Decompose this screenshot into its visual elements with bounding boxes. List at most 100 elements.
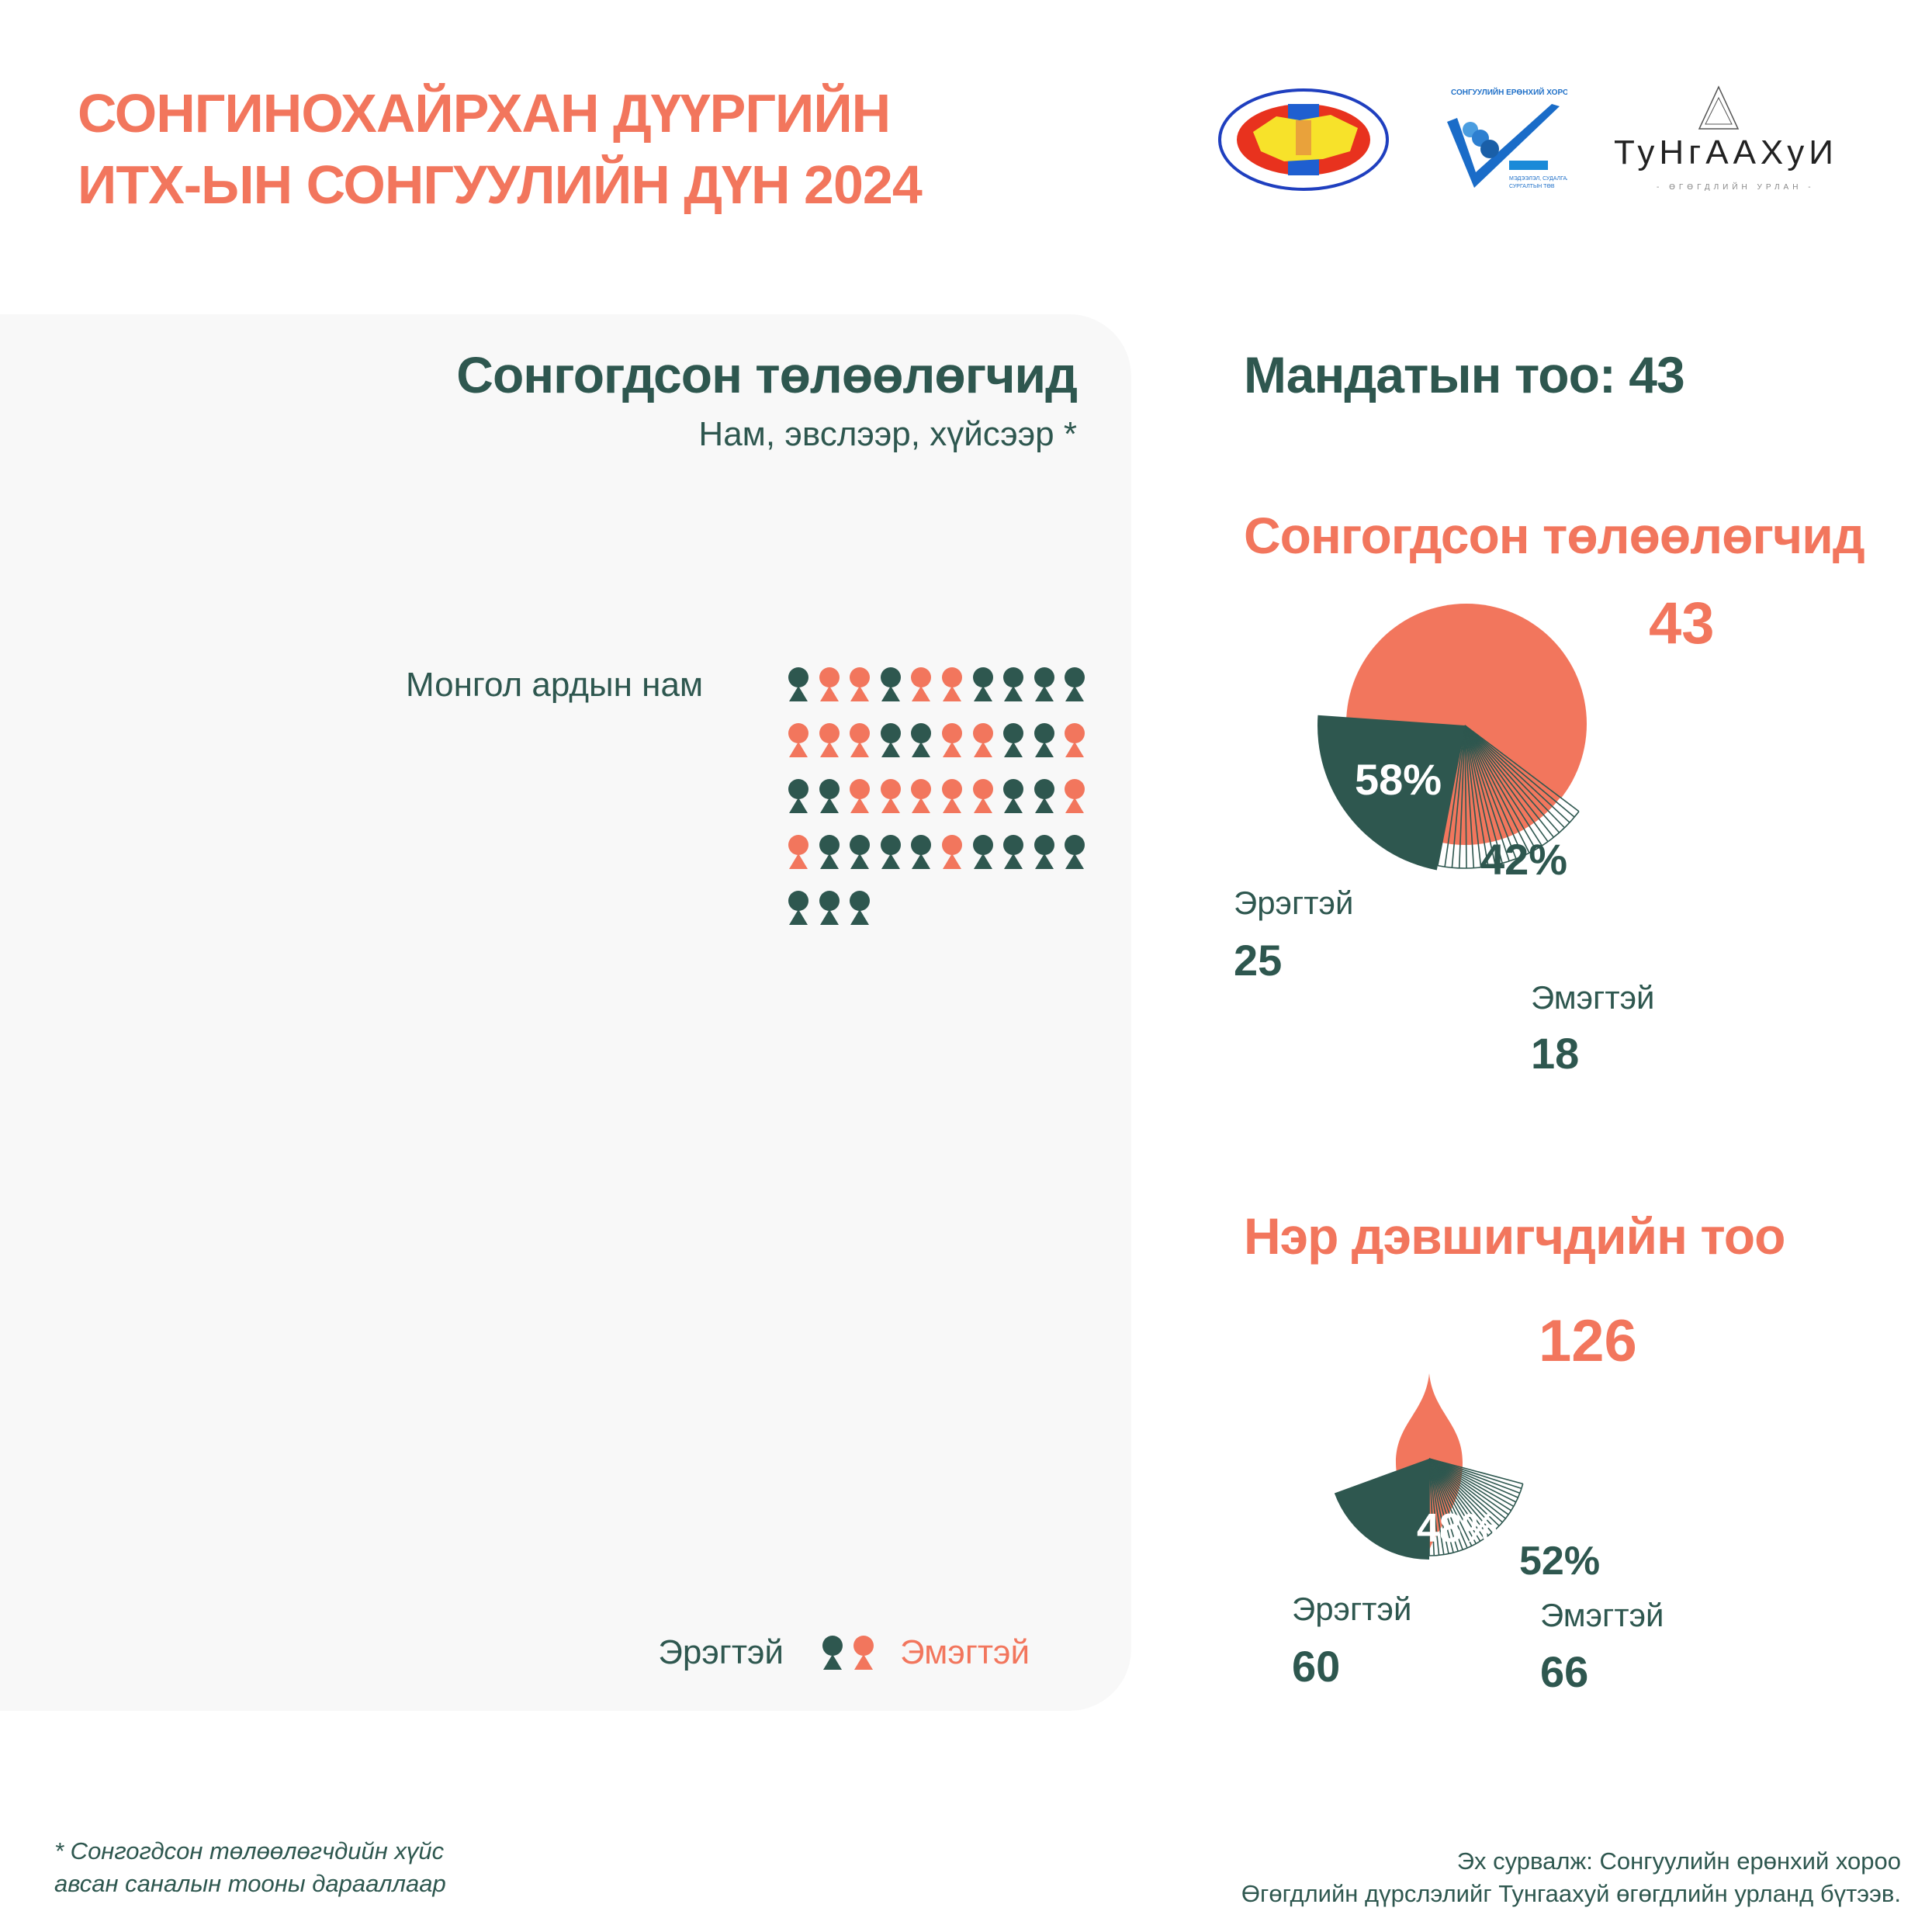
female-person-icon [850, 723, 871, 757]
elected-representatives-panel [0, 314, 1131, 1711]
female-person-icon [1065, 723, 1085, 757]
female-person-icon [942, 779, 962, 813]
female-person-icon [788, 835, 808, 869]
female-slice-hatch-line [1451, 725, 1466, 868]
female-slice-hatch-line [1428, 1458, 1512, 1511]
female-slice-hatch-line [1464, 725, 1517, 860]
male-person-icon [1034, 723, 1054, 757]
female-person-icon [911, 667, 932, 701]
male-person-icon [972, 667, 993, 701]
source-line-2: Өгөгдлийн дүрслэлийг Тунгаахуй өгөгдлийн… [1241, 1880, 1901, 1907]
svg-text:СУРГАЛТЫН ТӨВ: СУРГАЛТЫН ТӨВ [1509, 184, 1555, 189]
mandate-count: Мандатын тоо: 43 [1244, 346, 1685, 403]
female-slice-hatch-line [1464, 725, 1475, 868]
legend-male-label: Эрэгтэй [658, 1633, 784, 1671]
male-person-icon [1065, 835, 1085, 869]
female-slice-hatch-line [1428, 1458, 1509, 1515]
title-line-2: ИТХ-ЫН СОНГУУЛИЙН ДҮН 2024 [78, 154, 923, 215]
female-slice-hatch-line [1428, 1458, 1463, 1550]
female-slice-hatch-line [1428, 1458, 1489, 1536]
male-person-icon [788, 891, 808, 925]
female-person-icon [819, 723, 840, 757]
male-person-icon [880, 667, 901, 701]
female-person-icon [880, 779, 901, 813]
female-person-icon [850, 667, 871, 701]
male-person-icon [819, 891, 840, 925]
candidates-chart-title: Нэр дэвшигчдийн тоо [1244, 1207, 1785, 1265]
female-person-icon [942, 667, 962, 701]
male-person-icon [850, 835, 871, 869]
female-person-icon [911, 779, 932, 813]
female-slice-arc [1437, 811, 1580, 869]
female-slice-hatch-line [1428, 1458, 1497, 1530]
female-slice-hatch-line [1464, 725, 1536, 850]
male-person-icon [819, 835, 840, 869]
svg-text:ТуНгААХуИ: ТуНгААХуИ [1614, 133, 1838, 171]
elected-female-percent: 42% [1480, 835, 1568, 884]
male-person-icon [911, 835, 932, 869]
female-slice-hatch-line [1428, 1458, 1440, 1556]
source-line-1: Эх сурвалж: Сонгуулийн ерөнхий хороо [1456, 1847, 1901, 1875]
male-person-icon [880, 835, 901, 869]
male-person-icon [822, 1636, 843, 1670]
female-slice-hatch-line [1464, 725, 1510, 862]
male-person-icon [1034, 779, 1054, 813]
female-person-icon [850, 779, 871, 813]
female-slice-hatch-line [1428, 1458, 1449, 1554]
female-slice-hatch-line [1464, 725, 1549, 843]
elected-male-percent: 58% [1355, 755, 1442, 804]
legend-female-label: Эмэгтэй [900, 1633, 1030, 1671]
elected-total: 43 [1649, 590, 1715, 656]
male-person-icon [788, 667, 808, 701]
female-slice-hatch-line [1444, 725, 1466, 867]
candidates-total: 126 [1539, 1308, 1637, 1374]
male-person-icon [1034, 835, 1054, 869]
female-slice-hatch-line [1464, 725, 1482, 867]
source-credit: Эх сурвалж: Сонгуулийн ерөнхий хороо Өгө… [1241, 1845, 1901, 1910]
female-slice-hatch-line [1428, 1458, 1485, 1539]
svg-text:МЭДЭЭЛЭЛ, СУДАЛГАА,: МЭДЭЭЛЭЛ, СУДАЛГАА, [1509, 176, 1567, 182]
male-person-icon [1065, 667, 1085, 701]
female-slice-hatch-line [1464, 725, 1467, 868]
female-slice-hatch-line [1464, 725, 1570, 823]
female-slice-hatch-line [1464, 725, 1542, 847]
female-slice-hatch-line [1464, 725, 1575, 818]
female-slice-arc [1428, 1484, 1524, 1556]
svg-text:- ӨГӨГДЛИЙН УРЛАН -: - ӨГӨГДЛИЙН УРЛАН - [1657, 182, 1815, 192]
female-slice-hatch-line [1458, 725, 1466, 868]
panel-subtitle: Нам, эвслээр, хүйсээр * [698, 415, 1077, 453]
elected-chart-title: Сонгогдсон төлөөлөгчид [1244, 507, 1865, 564]
footnote-line-1: * Сонгогдсон төлөөлөгчдийн хүйс [54, 1837, 445, 1864]
female-person-icon [942, 723, 962, 757]
female-slice-hatch-line [1464, 725, 1530, 853]
female-slice-hatch-line [1428, 1458, 1454, 1553]
female-slice-hatch-line [1428, 1458, 1523, 1485]
male-person-icon [1003, 835, 1024, 869]
panel-title: Сонгогдсон төлөөлөгчид [456, 346, 1078, 403]
female-slice-hatch-line [1464, 725, 1503, 864]
male-person-icon [850, 891, 871, 925]
svg-text:СОНГУУЛИЙН ЕРӨНХИЙ ХОРОО: СОНГУУЛИЙН ЕРӨНХИЙ ХОРОО [1451, 87, 1567, 97]
female-slice-hatch-line [1428, 1458, 1506, 1519]
title-line-1: СОНГИНОХАЙРХАН ДҮҮРГИЙН [78, 83, 891, 144]
female-slice-hatch-line [1428, 1458, 1468, 1549]
male-person-icon [788, 779, 808, 813]
elected-female-label: Эмэгтэй [1531, 979, 1655, 1016]
male-person-icon [1003, 779, 1024, 813]
female-person-icon [853, 1636, 874, 1670]
female-slice-hatch-line [1464, 725, 1560, 833]
gec-seal-logo [1218, 88, 1389, 191]
female-person-icon [942, 835, 962, 869]
female-slice-hatch-line [1428, 1458, 1477, 1544]
candidates-gender-pie [1334, 1373, 1524, 1560]
tungaakhui-logo: ТуНгААХуИ - ӨГӨГДЛИЙН УРЛАН - [1614, 85, 1838, 192]
female-person-icon [972, 779, 993, 813]
elected-male-value: 25 [1234, 936, 1283, 985]
elected-female-value: 18 [1531, 1029, 1580, 1078]
female-slice-hatch-line [1428, 1458, 1521, 1494]
female-slice-hatch-line [1428, 1458, 1445, 1555]
male-person-icon [1034, 667, 1054, 701]
male-person-icon [1003, 723, 1024, 757]
male-slice [1334, 1459, 1429, 1560]
candidates-male-label: Эрэгтэй [1292, 1591, 1412, 1627]
